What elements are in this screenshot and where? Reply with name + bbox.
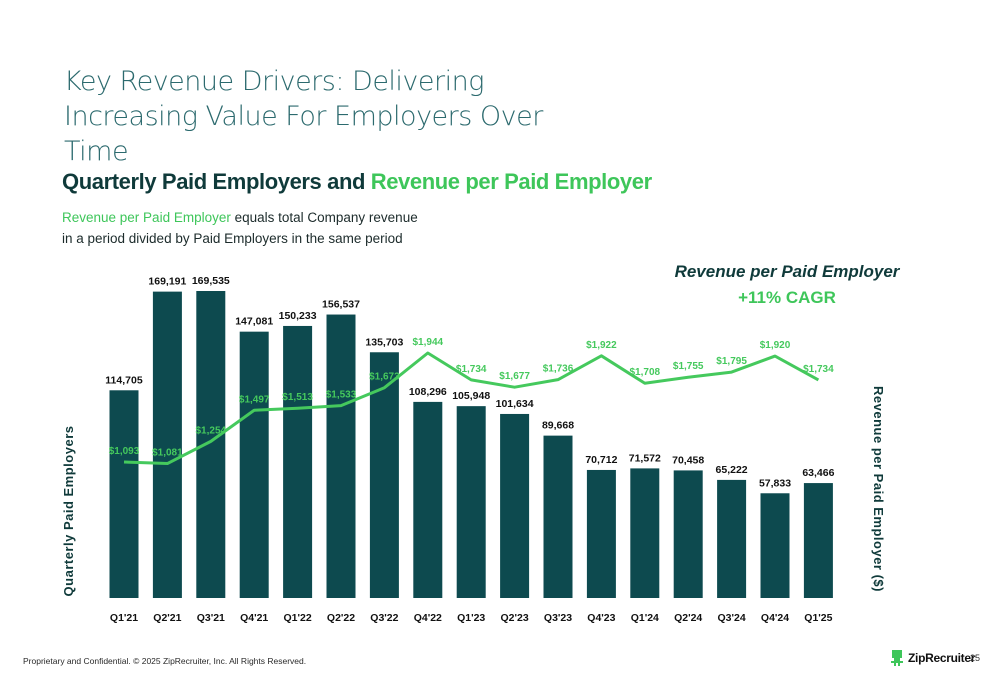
bar-Q1'22 [283, 325, 313, 598]
bar-Q1'21 [109, 390, 139, 598]
line-value-label: $1,677 [499, 371, 530, 382]
bar-value-label: 57,833 [759, 477, 791, 489]
chart-heading-main: Quarterly Paid Employers and [62, 169, 371, 194]
category-label: Q2'21 [153, 612, 181, 624]
logo-chair-icon [891, 650, 903, 666]
category-label: Q3'24 [718, 612, 746, 624]
chart-heading-accent: Revenue per Paid Employer [370, 169, 652, 194]
category-label: Q4'22 [414, 612, 442, 624]
page-title: Key Revenue Drivers: Delivering Increasi… [64, 66, 543, 167]
bar-value-label: 169,191 [148, 276, 186, 288]
category-label: Q3'21 [197, 612, 225, 624]
category-label: Q4'21 [240, 612, 268, 624]
bar-Q1'23 [456, 406, 486, 598]
line-value-label: $1,254 [196, 425, 227, 436]
line-value-label: $1,736 [543, 364, 574, 375]
bar-Q2'22 [326, 314, 356, 598]
y-axis-label: Quarterly Paid Employers [61, 426, 76, 597]
bar-Q4'21 [239, 331, 269, 598]
bar-Q1'24 [630, 468, 660, 598]
bar-value-label: 70,458 [672, 454, 704, 466]
bar-Q2'24 [673, 470, 703, 598]
bar-value-label: 135,703 [365, 336, 403, 348]
line-value-label: $1,920 [760, 340, 791, 351]
line-value-label: $1,497 [239, 394, 270, 405]
line-value-label: $1,513 [282, 392, 313, 403]
line-value-label: $1,734 [456, 364, 487, 375]
cagr-value: +11% CAGR [738, 288, 836, 307]
line-value-label: $1,708 [630, 367, 661, 378]
category-label: Q2'24 [674, 612, 702, 624]
bar-value-label: 89,668 [542, 420, 574, 432]
bar-value-label: 65,222 [716, 464, 748, 476]
cagr-title: Revenue per Paid Employer [674, 262, 900, 281]
logo-text: ZipRecruiter [908, 651, 976, 665]
subtitle-accent: Revenue per Paid Employer [62, 210, 231, 225]
line-value-label: $1,755 [673, 361, 704, 372]
bar-Q4'22 [413, 401, 443, 598]
category-label: Q3'22 [370, 612, 398, 624]
company-logo: ZipRecruiter [890, 647, 975, 669]
line-value-label: $1,944 [413, 337, 444, 348]
bar-value-label: 156,537 [322, 299, 360, 311]
bar-Q3'23 [543, 435, 573, 598]
category-label: Q1'21 [110, 612, 138, 624]
bar-Q4'23 [586, 469, 616, 598]
line-value-label: $1,081 [152, 448, 183, 459]
bar-value-label: 169,535 [192, 275, 230, 287]
revenue-per-employer-line [123, 351, 820, 466]
chart-subtitle: Revenue per Paid Employer equals total C… [62, 207, 422, 249]
page-number: 25 [970, 653, 981, 663]
line-value-label: $1,673 [369, 372, 400, 383]
bar-Q2'21 [152, 291, 182, 598]
category-label: Q1'22 [284, 612, 312, 624]
category-label: Q4'23 [587, 612, 615, 624]
bar-value-label: 114,705 [105, 374, 143, 386]
footer-text: Proprietary and Confidential. © 2025 Zip… [23, 656, 307, 666]
category-label: Q4'24 [761, 612, 789, 624]
line-layer [123, 351, 820, 466]
bar-Q1'25 [803, 483, 833, 598]
chart-heading: Quarterly Paid Employers and Revenue per… [62, 169, 652, 195]
category-label: Q2'22 [327, 612, 355, 624]
bar-labels-layer: 114,705 169,191 169,535 147,081 150,233 156,5… [105, 275, 834, 489]
bar-value-label: 63,466 [802, 467, 834, 479]
line-value-label: $1,734 [803, 364, 834, 375]
bar-value-label: 147,081 [235, 316, 273, 328]
category-label: Q2'23 [501, 612, 529, 624]
bars-layer [109, 291, 833, 598]
bar-Q4'24 [760, 493, 790, 598]
bar-value-label: 150,233 [279, 310, 317, 322]
bar-Q3'21 [196, 291, 226, 598]
line-value-label: $1,922 [586, 340, 617, 351]
bar-Q2'23 [500, 413, 530, 598]
line-value-label: $1,533 [326, 390, 357, 401]
bar-value-label: 101,634 [496, 398, 534, 410]
line-value-label: $1,093 [109, 446, 140, 457]
line-labels-layer: $1,093 $1,081 $1,254 $1,497 $1,513 $1,533 $1,6… [109, 337, 834, 459]
category-label: Q1'23 [457, 612, 485, 624]
y2-axis-label: Revenue per Paid Employer ($) [871, 386, 886, 592]
category-label: Q1'25 [804, 612, 832, 624]
bar-value-label: 105,948 [452, 390, 490, 402]
category-label: Q3'23 [544, 612, 572, 624]
bar-value-label: 71,572 [629, 452, 661, 464]
line-value-label: $1,795 [716, 356, 747, 367]
category-label: Q1'24 [631, 612, 659, 624]
category-labels-layer: Q1'21 Q2'21 Q3'21 Q4'21 Q1'22 Q2'22 Q3'22 Q4'22… [110, 612, 833, 624]
bar-value-label: 108,296 [409, 386, 447, 398]
bar-value-label: 70,712 [585, 454, 617, 466]
subtitle-text: equals total Company revenue in a period… [62, 210, 418, 246]
bar-Q3'24 [717, 479, 747, 598]
